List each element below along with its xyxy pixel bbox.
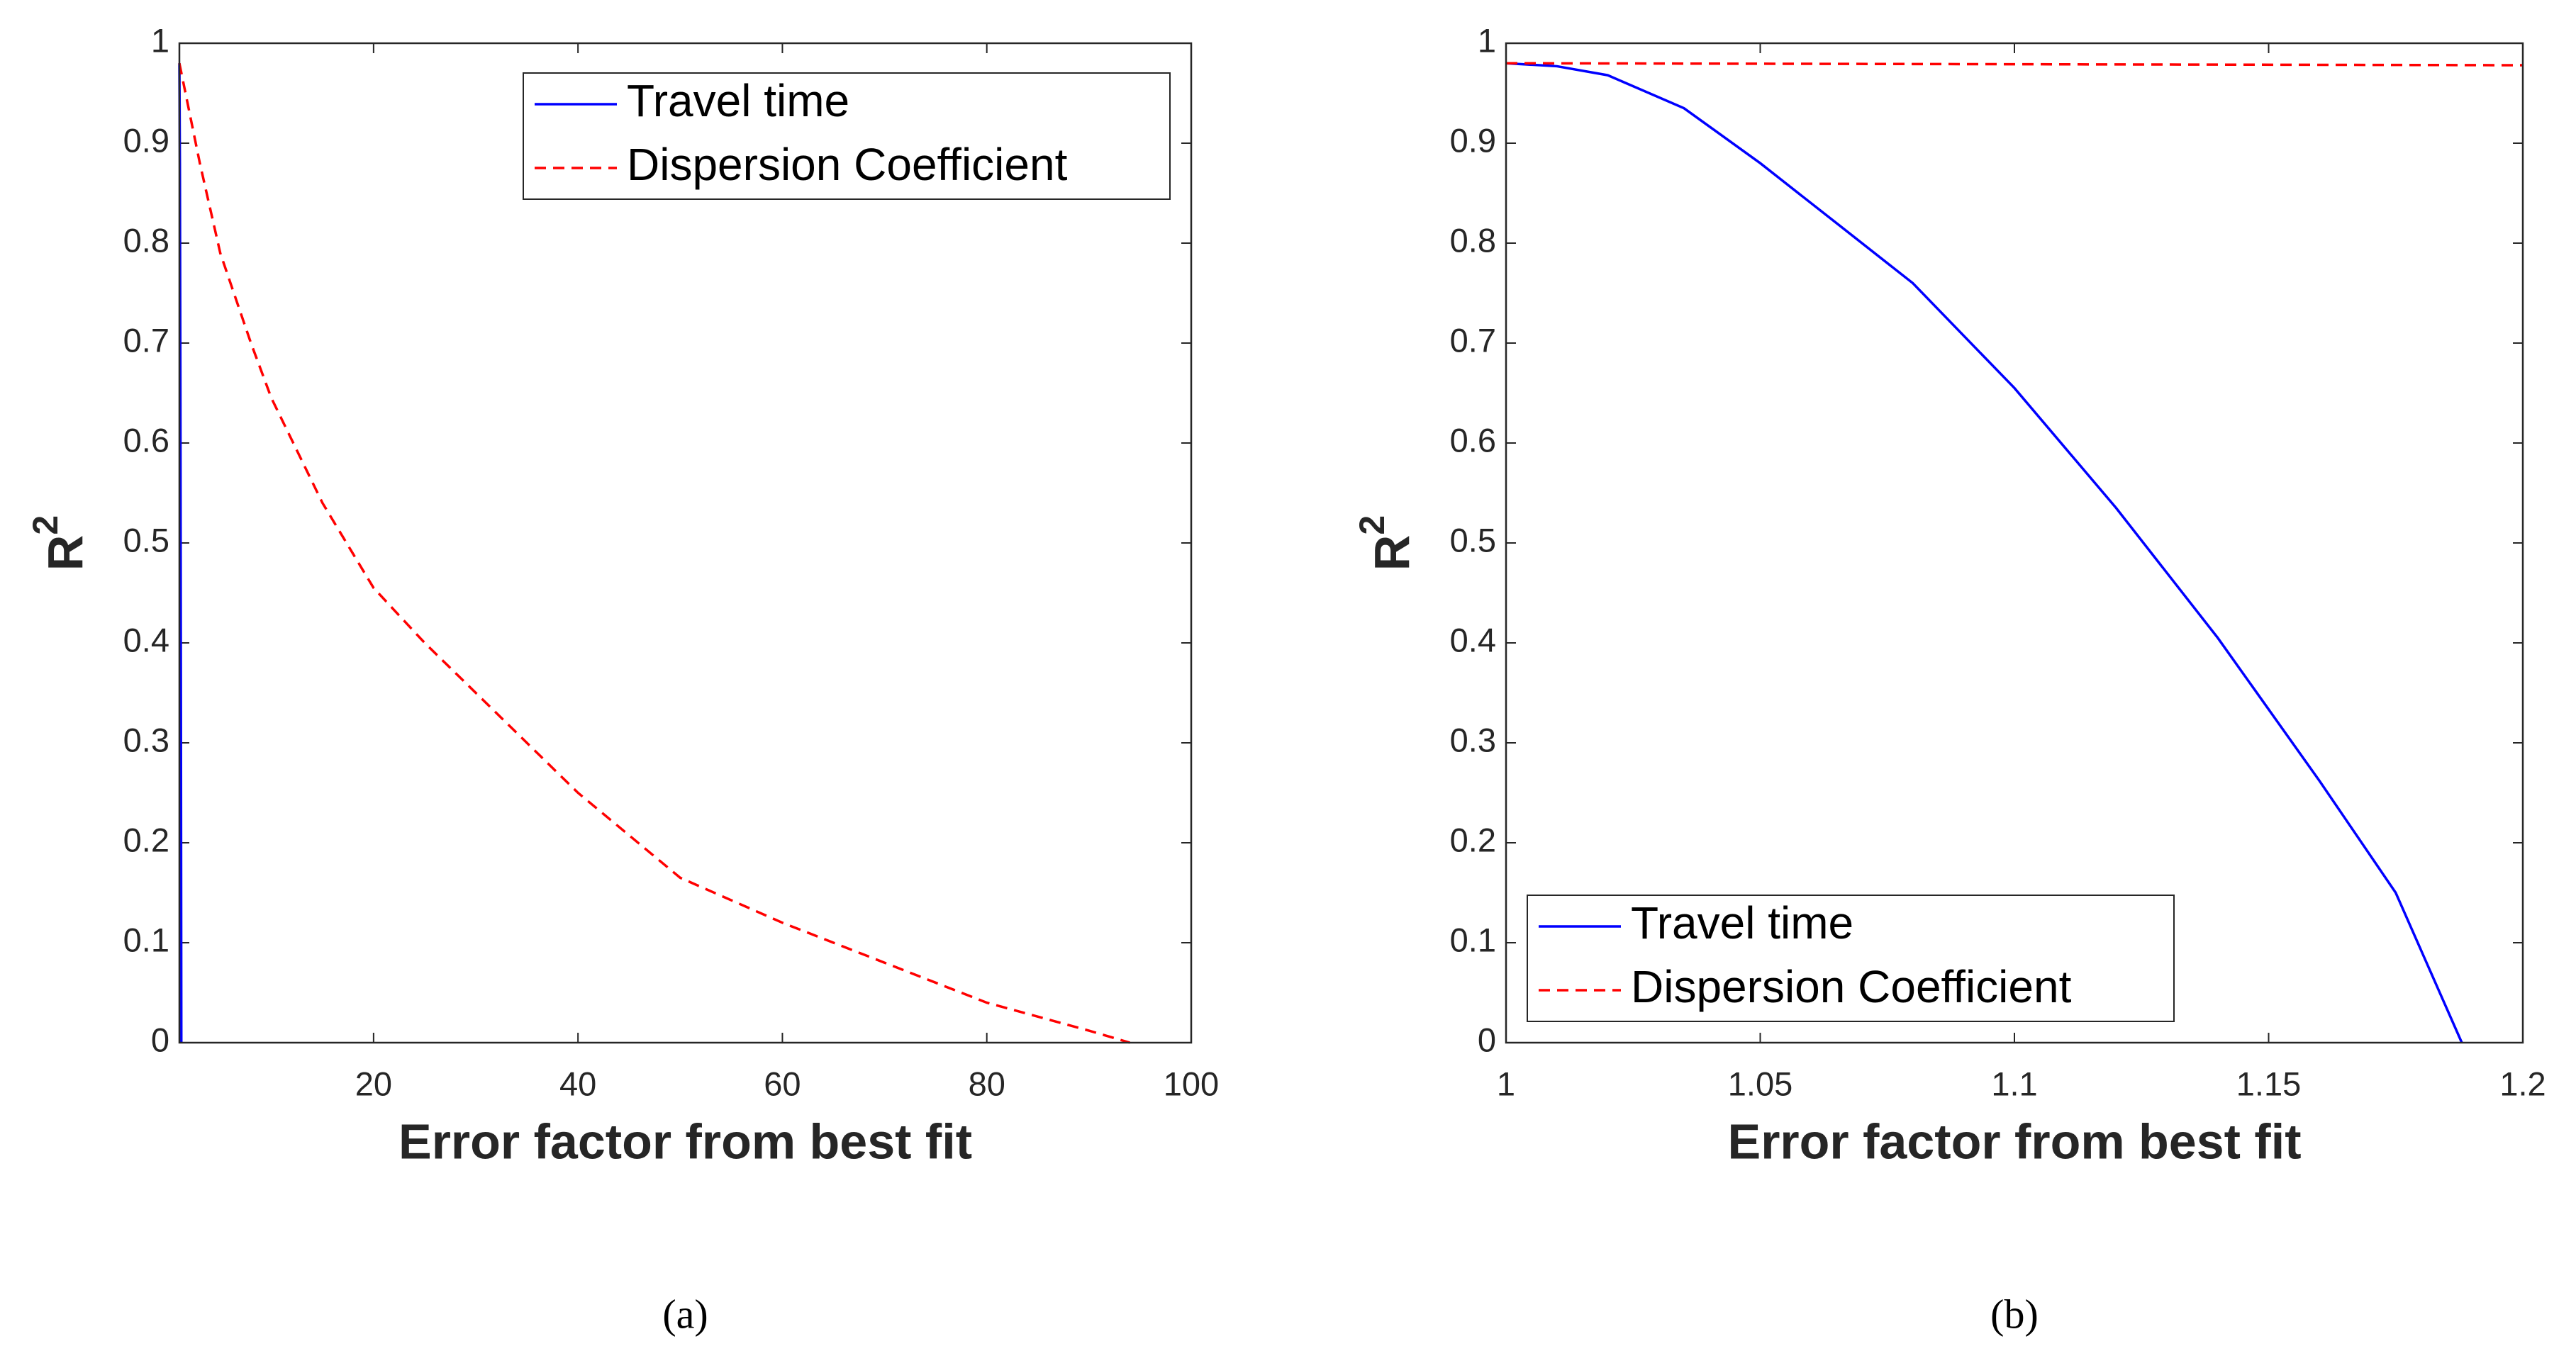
y-tick-label: 0.3 xyxy=(1450,721,1496,758)
plot-area xyxy=(1506,43,2523,1043)
legend-label: Travel time xyxy=(627,75,849,126)
y-tick-label: 0.6 xyxy=(1450,421,1496,459)
x-tick-label: 1.1 xyxy=(1991,1065,2037,1102)
y-tick-label: 0.8 xyxy=(123,221,169,259)
x-axis-label: Error factor from best fit xyxy=(1728,1114,2302,1169)
panel-caption: (a) xyxy=(662,1291,708,1337)
series-line xyxy=(1505,62,2524,67)
legend-box xyxy=(523,72,1171,200)
y-tick-label: 0.4 xyxy=(123,621,169,658)
chart: 0 0.1 0.2 0.3 0.4 0.5 0.6 0.7 0.8 0.9 1 1 1.05 1.1 1.1… xyxy=(1352,21,2546,1337)
y-tick-label: 1 xyxy=(151,21,169,59)
y-tick-label: 0.9 xyxy=(123,121,169,159)
y-tick-label: 0.5 xyxy=(1450,521,1496,559)
series-line xyxy=(1505,62,2463,1043)
x-axis-label: Error factor from best fit xyxy=(398,1114,972,1169)
panel-caption: (b) xyxy=(1990,1291,2039,1337)
y-tick-label: 0.6 xyxy=(123,421,169,459)
x-tick-label: 20 xyxy=(355,1065,392,1102)
series-line xyxy=(178,62,1131,1044)
x-tick-label: 40 xyxy=(559,1065,596,1102)
legend-label: Dispersion Coefficient xyxy=(1631,961,2072,1012)
y-tick-label: 0.5 xyxy=(123,521,169,559)
axes-box xyxy=(1505,42,2524,1044)
y-tick-label: 0.7 xyxy=(1450,321,1496,359)
y-axis-label-base: R xyxy=(38,535,93,571)
y-axis-label-sup: 2 xyxy=(26,515,65,535)
plot-area xyxy=(179,43,1191,1043)
y-tick-label: 0.7 xyxy=(123,321,169,359)
y-axis-label: R2 xyxy=(26,515,93,571)
y-tick-label: 0.8 xyxy=(1450,221,1496,259)
y-tick-label: 1 xyxy=(1478,21,1496,59)
legend-box xyxy=(1527,895,2175,1022)
y-tick-label: 0.9 xyxy=(1450,121,1496,159)
chart: 0 0.1 0.2 0.3 0.4 0.5 0.6 0.7 0.8 0.9 1 20 40 60 80 100… xyxy=(26,21,1219,1337)
x-tick-label: 60 xyxy=(764,1065,801,1102)
x-tick-label: 100 xyxy=(1164,1065,1219,1102)
x-tick-label: 1.15 xyxy=(2236,1065,2301,1102)
legend-label: Dispersion Coefficient xyxy=(627,139,1068,190)
y-axis-label-base: R xyxy=(1364,535,1420,571)
x-tick-label: 1.2 xyxy=(2499,1065,2546,1102)
y-tick-label: 0.2 xyxy=(123,821,169,858)
y-tick-label: 0.1 xyxy=(123,921,169,958)
y-tick-label: 0.2 xyxy=(1450,821,1496,858)
y-tick-label: 0.4 xyxy=(1450,621,1496,658)
y-tick-label: 0 xyxy=(151,1021,169,1058)
y-tick-label: 0.1 xyxy=(1450,921,1496,958)
y-axis-label-sup: 2 xyxy=(1352,515,1392,535)
x-tick-label: 1.05 xyxy=(1728,1065,1792,1102)
y-tick-label: 0 xyxy=(1478,1021,1496,1058)
y-tick-label: 0.3 xyxy=(123,721,169,758)
axes-box xyxy=(178,42,1193,1044)
x-tick-label: 80 xyxy=(969,1065,1005,1102)
x-tick-label: 1 xyxy=(1497,1065,1515,1102)
legend-label: Travel time xyxy=(1631,897,1853,948)
y-axis-label: R2 xyxy=(1352,515,1420,571)
